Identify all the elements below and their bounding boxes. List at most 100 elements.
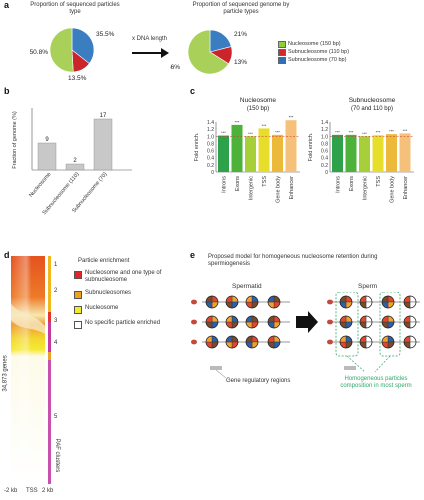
c-tick: 0 <box>211 170 214 176</box>
dna-marker <box>327 319 333 325</box>
panel-d-legend: Nucleosome and one type of subnucleosome… <box>74 270 184 335</box>
c-tick: 0.2 <box>207 163 214 169</box>
c-category-label: Exons <box>349 176 355 192</box>
c-sig: *** <box>289 115 294 120</box>
c-sig: *** <box>248 131 253 136</box>
homog-link <box>374 355 391 373</box>
c-bar <box>386 134 397 172</box>
panel-e-title: Proposed model for homogeneous nucleosom… <box>208 254 378 267</box>
panel-letter-b: b <box>4 86 10 96</box>
panel-c-chart-subnucleosome: Subnucleosome (70 and 110 bp) 00.20.40.6 0.… <box>308 97 414 203</box>
legend-a-label: Subnucleosome (70 bp) <box>288 56 347 63</box>
legend-d-item: Nucleosome and one type of subnucleosome <box>74 270 184 284</box>
legend-swatch <box>74 290 82 299</box>
panel-letter-e: e <box>190 250 196 260</box>
pie-label: 13.5% <box>68 75 87 82</box>
panel-d-x-tick-1: TSS <box>26 488 38 494</box>
cluster-label-2: 2 <box>54 288 58 294</box>
c-category-label: TSS <box>376 176 382 187</box>
panel-a-arrow <box>132 48 169 58</box>
panel-e-spermatid: Spermatid <box>232 283 262 290</box>
c-tick: 1.0 <box>207 134 214 140</box>
panel-a-arrow-label: x DNA length <box>132 36 168 42</box>
nucleosome-particle <box>359 335 373 349</box>
legend-swatch <box>74 305 82 314</box>
c-y-label: Fold enrich. <box>308 132 314 161</box>
c-category-label: Gene body <box>390 176 396 203</box>
nucleosome-particle <box>205 335 219 349</box>
c-y-label: Fold enrich. <box>194 132 200 161</box>
c-bar <box>345 134 357 172</box>
dna-marker <box>191 299 197 305</box>
c-category-label: Gene body <box>276 176 282 203</box>
c-bar <box>359 136 370 172</box>
c-sig: *** <box>335 129 340 134</box>
pie-label: 35.5% <box>96 31 115 38</box>
legend-swatch <box>278 56 286 64</box>
c-tick: 1.2 <box>207 127 214 133</box>
legend-a-item: Subnucleosome (70 bp) <box>278 56 349 64</box>
legend-d-item: No specific particle enriched <box>74 320 184 329</box>
nucleosome-particle <box>339 295 353 309</box>
gene-region-pointer <box>215 369 227 379</box>
b-bar <box>65 163 85 171</box>
c-tick: 0 <box>325 170 328 176</box>
c-sig: *** <box>403 128 408 133</box>
panel-d-legend-title: Particle enrichment <box>78 258 130 264</box>
cluster-bar-3 <box>48 322 51 352</box>
panel-a-right-pie: 66% 13% 21% <box>170 29 247 75</box>
homog-box-1 <box>335 292 359 357</box>
panel-d-cluster-side: PAF clusters <box>54 438 61 473</box>
c-bar <box>231 124 243 172</box>
panel-c-chart-nucleosome: Nucleosome (150 bp) 00.20.40.6 0.81.01.21.4… <box>194 97 300 203</box>
homog-link <box>346 355 366 373</box>
legend-swatch <box>278 48 286 56</box>
b-value-label: 2 <box>73 158 77 164</box>
panel-e-gene-regions: Gene regulatory regions <box>226 378 291 384</box>
transition-arrow <box>296 311 318 333</box>
c-bar <box>285 120 297 172</box>
nucleosome-particle <box>267 335 281 349</box>
legend-swatch <box>74 271 82 279</box>
nucleosome-particle <box>225 315 239 329</box>
c-bar <box>399 133 411 172</box>
panel-a-legend: Nucleosome (150 bp) Subnucleosome (110 bp… <box>278 40 349 64</box>
nucleosome-particle <box>225 335 239 349</box>
panel-d-y-label: 34,873 genes <box>2 355 9 392</box>
c-tick: 1.2 <box>321 127 328 133</box>
pie-label: 21% <box>234 31 247 38</box>
panel-a-left-title: Proportion of sequenced particles type <box>30 2 120 15</box>
c-sig: *** <box>221 130 226 135</box>
nucleosome-particle <box>339 315 353 329</box>
panel-letter-d: d <box>4 250 10 260</box>
c-category-label: Exons <box>235 176 241 192</box>
pie-slice <box>71 27 95 64</box>
c-sig: *** <box>362 131 367 136</box>
c-subtitle: (150 bp) <box>247 106 269 112</box>
legend-d-item: Subnucleosomes <box>74 290 184 299</box>
c-category-label: TSS <box>262 176 268 187</box>
c-category-label: Intergenic <box>249 176 255 200</box>
nucleosome-particle <box>245 335 259 349</box>
b-bar <box>93 118 113 171</box>
legend-d-label: No specific particle enriched <box>85 319 161 326</box>
nucleosome-particle <box>403 335 417 349</box>
cluster-label-4: 4 <box>54 340 58 346</box>
c-bar <box>218 135 229 172</box>
pie-slice <box>187 29 229 75</box>
cluster-label-5: 5 <box>54 414 58 420</box>
pie-label: 66% <box>170 64 180 71</box>
c-tick: 0.8 <box>207 141 214 147</box>
legend-a-item: Subnucleosome (110 bp) <box>278 48 349 56</box>
cluster-bar-2 <box>48 312 51 322</box>
panel-letter-a: a <box>4 0 10 10</box>
panel-b-chart: Fraction of genome (%) 9Nucleosome2Subnuc… <box>12 108 132 216</box>
legend-d-label: Nucleosome <box>85 304 119 311</box>
dna-marker <box>191 339 197 345</box>
c-subtitle: (70 and 110 bp) <box>351 106 393 112</box>
c-tick: 1.0 <box>321 134 328 140</box>
pie-slice <box>49 27 74 73</box>
nucleosome-particle <box>359 295 373 309</box>
nucleosome-particle <box>403 315 417 329</box>
c-tick: 0.4 <box>207 156 214 162</box>
